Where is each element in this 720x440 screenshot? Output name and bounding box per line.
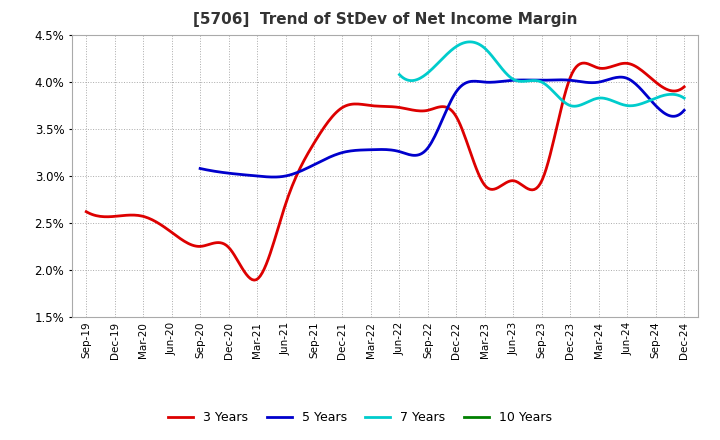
7 Years	[395, 72, 404, 77]
5 Years	[617, 74, 626, 80]
Line: 3 Years: 3 Years	[86, 63, 684, 280]
5 Years	[269, 174, 277, 180]
3 Years	[84, 210, 93, 216]
7 Years	[570, 103, 579, 109]
3 Years	[580, 60, 588, 66]
5 Years	[485, 80, 494, 85]
7 Years	[396, 73, 405, 78]
3 Years	[680, 84, 688, 89]
7 Years	[655, 94, 664, 99]
3 Years	[590, 64, 598, 69]
5 Years	[494, 79, 503, 84]
7 Years	[564, 103, 573, 108]
7 Years	[680, 95, 688, 101]
5 Years	[606, 77, 614, 82]
5 Years	[680, 108, 688, 113]
3 Years	[82, 209, 91, 214]
Title: [5706]  Trend of StDev of Net Income Margin: [5706] Trend of StDev of Net Income Marg…	[193, 12, 577, 27]
7 Years	[637, 101, 646, 106]
5 Years	[196, 166, 204, 171]
3 Years	[438, 104, 446, 109]
7 Years	[571, 103, 580, 109]
5 Years	[638, 88, 647, 93]
3 Years	[450, 111, 459, 116]
Line: 5 Years: 5 Years	[200, 77, 684, 177]
5 Years	[484, 80, 492, 85]
Line: 7 Years: 7 Years	[400, 42, 684, 106]
3 Years	[440, 104, 449, 110]
5 Years	[197, 166, 206, 172]
3 Years	[628, 62, 636, 67]
3 Years	[250, 278, 258, 283]
Legend: 3 Years, 5 Years, 7 Years, 10 Years: 3 Years, 5 Years, 7 Years, 10 Years	[163, 407, 557, 429]
7 Years	[466, 39, 474, 44]
7 Years	[566, 103, 575, 108]
